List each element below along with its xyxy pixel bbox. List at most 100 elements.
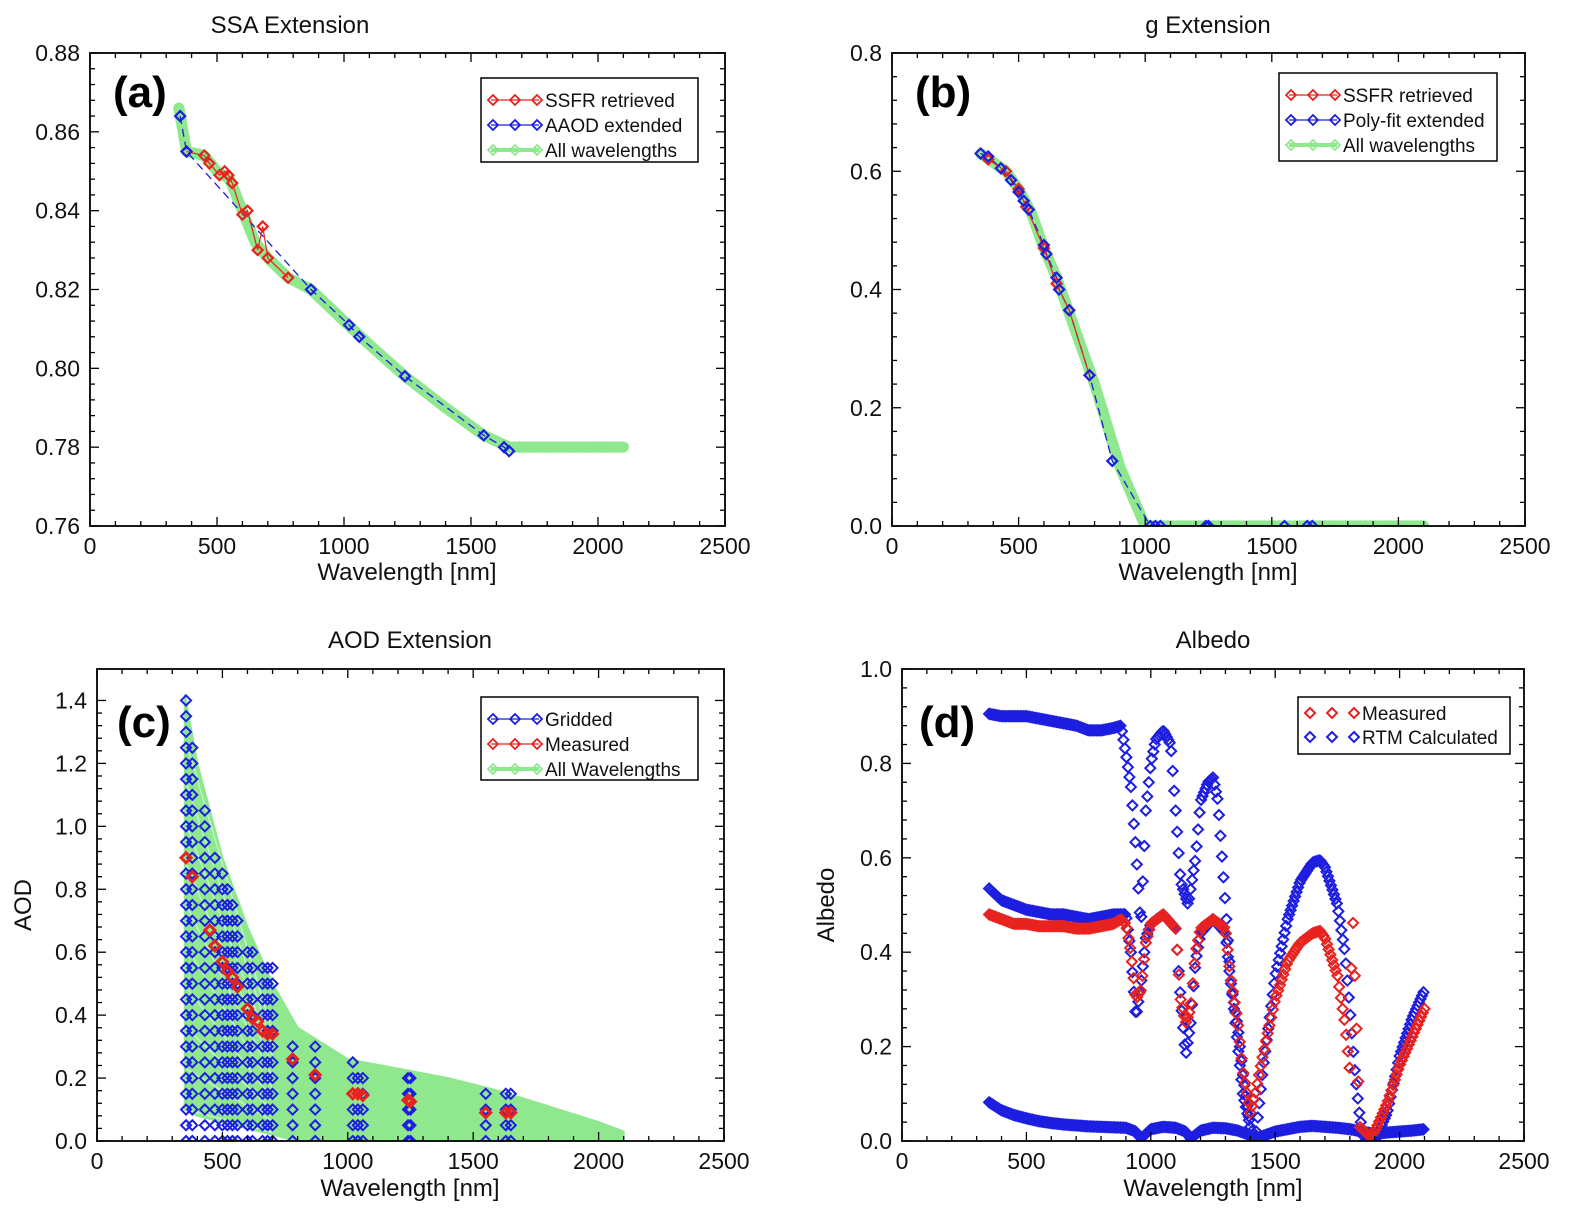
- all-wavelengths-marker: [563, 441, 577, 454]
- gridded-marker: [256, 1055, 269, 1069]
- panel-d-label: (d): [919, 698, 975, 747]
- gridded-marker: [479, 1103, 493, 1116]
- all-wavelengths-marker: [1409, 519, 1423, 526]
- rtm-calculated-marker: [1191, 823, 1205, 836]
- poly-fit-marker: [1305, 519, 1319, 526]
- all-wavelengths-marker: [589, 441, 602, 454]
- gridded-marker: [185, 756, 199, 770]
- gridded-marker: [221, 1024, 234, 1038]
- gridded-marker: [266, 1040, 279, 1054]
- gridded-marker: [261, 1118, 274, 1132]
- legend-marker: [508, 143, 522, 157]
- x-tick-label: 2000: [573, 1148, 624, 1174]
- gridded-marker: [226, 1118, 239, 1132]
- panel-d-xlabel: Wavelength [nm]: [1123, 1175, 1302, 1202]
- legend-entry: All wavelengths: [1343, 136, 1475, 157]
- gridded-marker: [198, 1071, 212, 1085]
- rtm-calculated-marker: [1334, 923, 1348, 937]
- legend-entry: SSFR retrieved: [1343, 86, 1473, 107]
- all-wavelengths-marker: [1166, 519, 1180, 526]
- gridded-marker: [226, 1040, 239, 1054]
- all-wavelengths-marker: [457, 414, 470, 427]
- measured-marker: [1224, 974, 1238, 987]
- rtm-calculated-marker: [1318, 860, 1332, 874]
- y-tick-label: 0.76: [35, 513, 80, 539]
- measured-marker: [1223, 959, 1236, 973]
- legend-marker: [1325, 706, 1339, 720]
- gridded-marker: [226, 1008, 239, 1022]
- gridded-marker: [246, 1103, 259, 1116]
- gridded-marker: [215, 1071, 229, 1085]
- all-wavelengths-marker: [1389, 519, 1403, 526]
- rtm-calculated-marker: [1117, 733, 1130, 747]
- gridded-marker: [179, 694, 193, 707]
- panel-albedo: Albedo 0 500 1000 1500 2000 2500 0.0 0.2 0.4 0.6 0…: [813, 627, 1550, 1202]
- all-wavelengths-marker: [1263, 519, 1276, 526]
- measured-marker: [1172, 968, 1186, 982]
- poly-fit-marker: [1022, 203, 1036, 217]
- gridded-marker: [215, 1103, 229, 1116]
- y-tick-label: 1.2: [55, 750, 87, 776]
- measured-marker: [1339, 1028, 1353, 1042]
- rtm-calculated-marker: [1133, 906, 1147, 919]
- rtm-calculated-marker: [1230, 1015, 1244, 1028]
- gridded-marker: [185, 977, 199, 991]
- rtm-calculated-marker: [1118, 741, 1132, 755]
- gridded-marker: [241, 1134, 254, 1141]
- ssfr-retrieved-marker: [197, 148, 211, 163]
- legend-marker: [530, 762, 544, 776]
- gridded-marker: [246, 1040, 259, 1054]
- all-wavelengths-marker: [523, 441, 536, 454]
- gridded-marker: [221, 1103, 234, 1116]
- gridded-marker: [221, 898, 234, 912]
- all-wavelengths-marker: [1131, 502, 1144, 515]
- gridded-marker: [308, 1087, 322, 1101]
- all-wavelengths-marker: [228, 185, 241, 198]
- gridded-marker: [308, 1055, 322, 1069]
- poly-fit-marker: [1153, 519, 1167, 526]
- rtm-calculated-marker: [1276, 933, 1290, 946]
- gridded-marker: [351, 1118, 365, 1132]
- y-tick-label: 0.86: [35, 119, 80, 145]
- measured-marker: [1189, 942, 1203, 956]
- y-tick-label: 0.6: [850, 158, 882, 184]
- rtm-calculated-marker: [1320, 865, 1333, 879]
- rtm-calculated-marker: [1220, 936, 1233, 950]
- measured-marker: [1334, 991, 1348, 1005]
- x-tick-label: 0: [91, 1148, 104, 1174]
- legend-entry: SSFR retrieved: [545, 91, 675, 112]
- all-wavelengths-marker: [1349, 519, 1362, 526]
- gridded-marker: [231, 914, 244, 928]
- measured-marker: [1135, 969, 1149, 983]
- measured-marker: [1247, 1093, 1261, 1106]
- legend-marker: [530, 93, 544, 107]
- measured-marker: [250, 1014, 265, 1029]
- gridded-marker: [261, 992, 274, 1006]
- rtm-calculated-marker: [1212, 808, 1226, 822]
- all-wavelengths-marker: [1318, 519, 1332, 526]
- gridded-marker: [346, 1134, 360, 1141]
- rtm-calculated-marker: [1279, 919, 1293, 933]
- rtm-calculated-marker: [1336, 933, 1350, 947]
- gridded-marker: [286, 1040, 300, 1054]
- gridded-marker: [499, 1134, 513, 1141]
- gridded-marker: [198, 1087, 212, 1101]
- gridded-marker: [185, 961, 199, 975]
- measured-marker: [1125, 955, 1139, 969]
- rtm-calculated-marker: [1227, 1002, 1241, 1016]
- measured-marker: [355, 1088, 370, 1103]
- gridded-marker: [261, 977, 274, 991]
- legend-marker: [508, 737, 522, 751]
- gridded-marker: [185, 835, 199, 849]
- gridded-marker: [241, 945, 254, 959]
- legend-marker: [486, 118, 500, 132]
- gridded-marker: [185, 1040, 199, 1054]
- all-wavelengths-marker: [1379, 519, 1392, 526]
- legend-marker: [486, 762, 500, 776]
- x-tick-label: 1000: [1125, 1148, 1176, 1174]
- gridded-marker: [185, 772, 199, 786]
- gridded-marker: [261, 961, 274, 975]
- all-wavelengths-marker: [1075, 342, 1089, 355]
- gridded-marker: [261, 1071, 274, 1085]
- gridded-marker: [246, 1134, 259, 1141]
